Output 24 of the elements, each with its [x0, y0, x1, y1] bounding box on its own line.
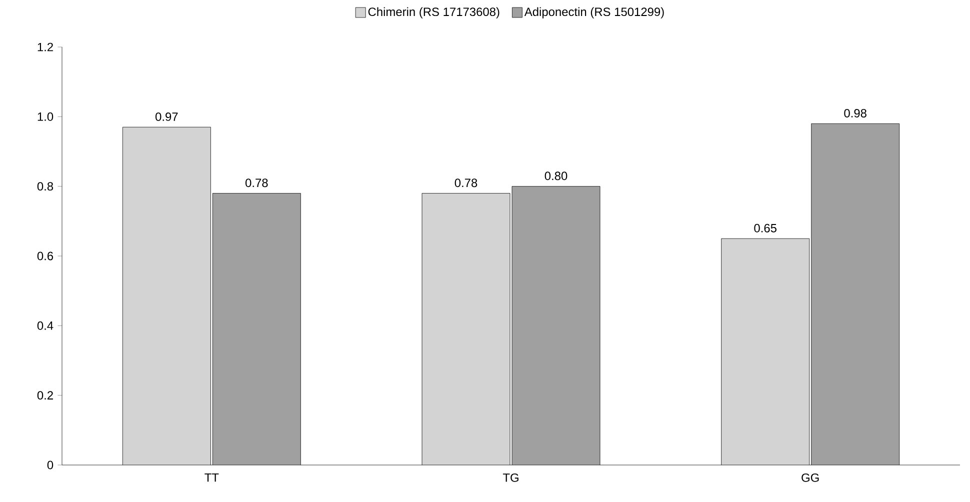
- data-label: 0.78: [454, 178, 478, 188]
- bar: [721, 238, 810, 465]
- x-tick-label: TG: [502, 473, 518, 482]
- bar: [212, 193, 301, 465]
- x-tick-label: GG: [802, 473, 819, 482]
- bar: [122, 127, 211, 465]
- data-label: 0.65: [754, 224, 776, 232]
- y-tick-label: 0.6: [37, 252, 54, 260]
- y-tick-label: 0.4: [37, 321, 54, 330]
- y-tick-label: 1.2: [38, 42, 53, 52]
- data-label: 0.98: [844, 108, 866, 118]
- bar: [811, 123, 900, 465]
- bar: [422, 193, 510, 465]
- legend-label: Adiponectin (RS 1501299): [524, 7, 664, 18]
- y-tick-label: 0.8: [37, 182, 54, 191]
- x-tick-label: TT: [204, 473, 219, 482]
- y-tick-label: 1.0: [38, 112, 54, 121]
- data-label: 0.80: [544, 172, 568, 180]
- bar: [512, 186, 600, 465]
- data-label: 0.97: [156, 112, 178, 121]
- legend-label: Chimerin (RS 17173608): [368, 7, 500, 18]
- y-tick-label: 0: [47, 460, 54, 470]
- y-tick-label: 0.2: [37, 391, 53, 400]
- data-label: 0.78: [246, 178, 268, 188]
